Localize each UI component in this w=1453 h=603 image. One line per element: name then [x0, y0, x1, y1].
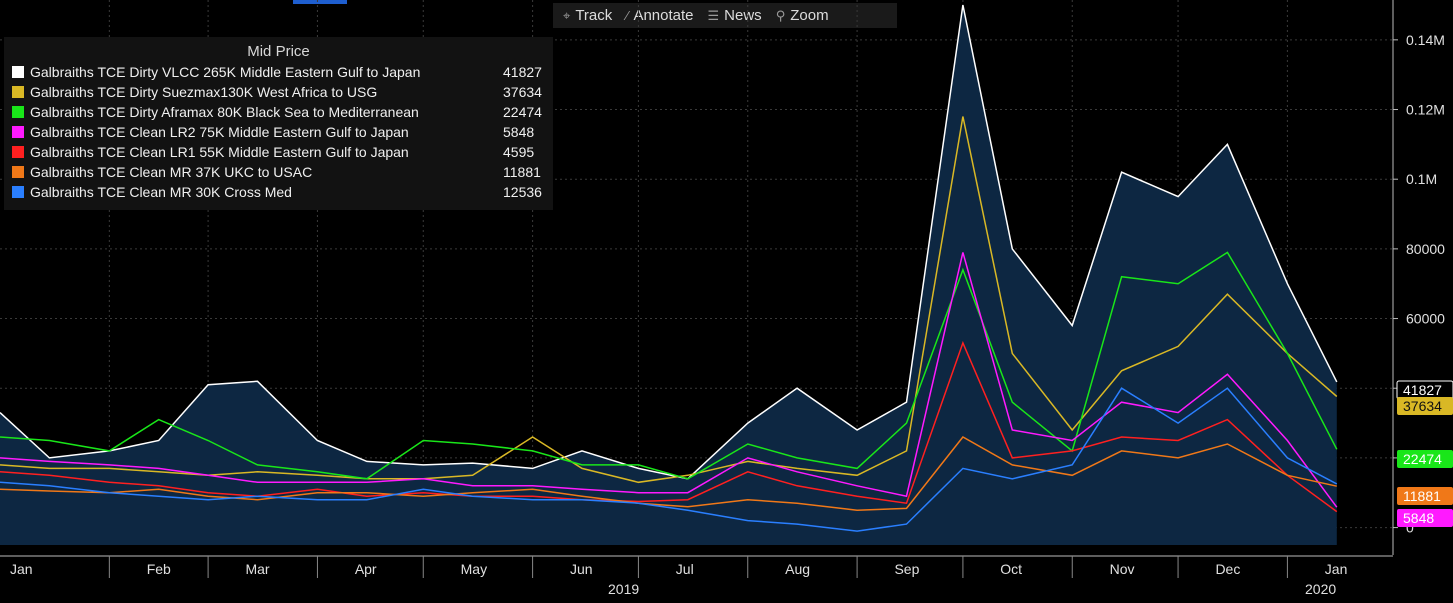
legend-series-value: 12536: [503, 184, 542, 200]
legend-item[interactable]: Galbraiths TCE Dirty Suezmax130K West Af…: [4, 82, 553, 102]
y-tick-label: 60000: [1406, 311, 1445, 327]
track-button[interactable]: ⌖ Track: [559, 7, 616, 24]
zoom-label: Zoom: [790, 7, 829, 24]
last-value-tag-label: 22474: [1403, 451, 1442, 467]
series-line: [0, 252, 1338, 508]
zoom-button[interactable]: ⚲ Zoom: [772, 7, 833, 24]
legend-item[interactable]: Galbraiths TCE Clean MR 37K UKC to USAC 1…: [4, 162, 553, 182]
last-value-tag: [1397, 487, 1453, 505]
legend-item[interactable]: Galbraiths TCE Dirty Aframax 80K Black S…: [4, 102, 553, 122]
legend-series-name: Galbraiths TCE Clean MR 37K UKC to USAC: [30, 164, 313, 180]
series-line: [0, 436, 1337, 511]
legend-item[interactable]: Galbraiths TCE Clean MR 30K Cross Med 125…: [4, 182, 553, 202]
last-value-tag: [1397, 509, 1453, 527]
series-line: [0, 251, 1338, 480]
series-line: [0, 4, 1338, 480]
legend-swatch: [12, 186, 24, 198]
legend-item[interactable]: Galbraiths TCE Dirty VLCC 265K Middle Ea…: [4, 62, 553, 82]
legend-item[interactable]: Galbraiths TCE Clean LR2 75K Middle East…: [4, 122, 553, 142]
last-value-tag-label: 41827: [1403, 382, 1442, 398]
x-month-label: Dec: [1215, 561, 1240, 577]
y-tick-label: 0.1M: [1406, 171, 1437, 187]
series-line: [0, 387, 1338, 532]
legend-swatch: [12, 166, 24, 178]
legend-swatch: [12, 106, 24, 118]
x-year-label: 2019: [608, 581, 639, 597]
y-tick-label: 80000: [1406, 241, 1445, 257]
legend-series-name: Galbraiths TCE Clean LR1 55K Middle East…: [30, 144, 409, 160]
last-value-tag: [1397, 397, 1453, 415]
legend-title: Mid Price: [247, 43, 310, 60]
x-month-label: Jul: [676, 561, 694, 577]
legend-series-name: Galbraiths TCE Dirty VLCC 265K Middle Ea…: [30, 64, 421, 80]
x-month-label: Oct: [1000, 561, 1022, 577]
chart-toolbar: ⌖ Track ∕ Annotate ☰ News ⚲ Zoom: [553, 3, 897, 28]
x-year-label: 2020: [1305, 581, 1336, 597]
last-value-tag-label: 37634: [1403, 398, 1442, 414]
annotate-button[interactable]: ∕ Annotate: [622, 7, 697, 24]
legend-item[interactable]: Galbraiths TCE Clean LR1 55K Middle East…: [4, 142, 553, 162]
legend-series-name: Galbraiths TCE Clean MR 30K Cross Med: [30, 184, 292, 200]
track-label: Track: [575, 7, 613, 24]
x-month-label: Aug: [785, 561, 810, 577]
last-value-tag: [1397, 450, 1453, 468]
legend-series-name: Galbraiths TCE Clean LR2 75K Middle East…: [30, 124, 409, 140]
legend-series-value: 4595: [503, 144, 535, 160]
x-month-label: Sep: [894, 561, 919, 577]
news-icon: ☰: [707, 7, 720, 23]
x-month-label: Apr: [355, 561, 377, 577]
last-value-tag-label: 11881: [1403, 488, 1441, 504]
legend-swatch: [12, 86, 24, 98]
y-tick-label: 0.14M: [1406, 32, 1445, 48]
annotate-label: Annotate: [633, 7, 694, 24]
news-button[interactable]: ☰ News: [704, 7, 766, 24]
news-label: News: [724, 7, 762, 24]
series-line: [0, 116, 1338, 484]
x-month-label: May: [461, 561, 487, 577]
legend-series-value: 37634: [503, 84, 542, 100]
active-tab-indicator: [293, 0, 347, 4]
x-month-label: Nov: [1110, 561, 1135, 577]
legend-swatch: [12, 66, 24, 78]
crosshair-icon: ⌖: [563, 7, 571, 23]
x-month-label: Jun: [570, 561, 593, 577]
legend-series-value: 41827: [503, 64, 542, 80]
pencil-icon: ∕: [626, 8, 629, 23]
series-line: [0, 340, 1338, 513]
last-value-tag-label: 5848: [1403, 510, 1434, 526]
x-month-label: Feb: [147, 561, 171, 577]
legend-swatch: [12, 146, 24, 158]
chart-series-lines: [0, 4, 1338, 532]
x-month-label: Mar: [245, 561, 269, 577]
magnifier-icon: ⚲: [775, 7, 786, 23]
legend-series-value: 11881: [503, 164, 541, 180]
legend-series-name: Galbraiths TCE Dirty Suezmax130K West Af…: [30, 84, 378, 100]
chart-area-fills: [0, 5, 1337, 545]
legend-series-value: 22474: [503, 104, 542, 120]
series-area-fill: [0, 5, 1337, 545]
y-tick-label: 0: [1406, 520, 1414, 536]
x-month-label: Jan: [1325, 561, 1348, 577]
legend-series-value: 5848: [503, 124, 535, 140]
legend-swatch: [12, 126, 24, 138]
y-tick-label: 0.12M: [1406, 102, 1445, 118]
x-month-label: Jan: [10, 561, 33, 577]
chart-legend: Mid Price Galbraiths TCE Dirty VLCC 265K…: [4, 37, 553, 210]
legend-series-name: Galbraiths TCE Dirty Aframax 80K Black S…: [30, 104, 419, 120]
